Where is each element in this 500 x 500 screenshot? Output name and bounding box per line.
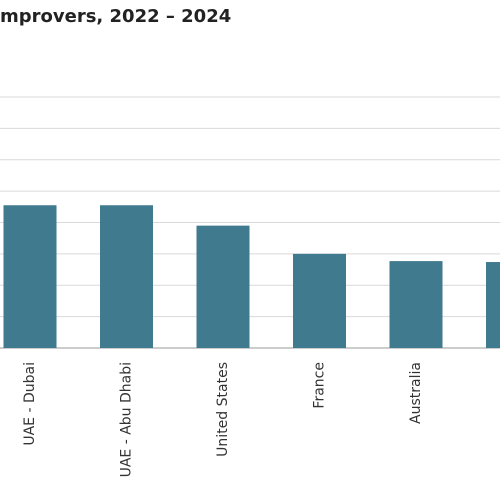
x-tick-label: United States <box>215 362 231 457</box>
x-tick-label: UAE - Dubai <box>22 362 38 446</box>
x-tick-label: France <box>312 362 328 409</box>
bar <box>389 261 443 348</box>
bar <box>100 205 153 348</box>
bar <box>196 225 250 348</box>
bar <box>3 205 57 348</box>
bar <box>486 262 500 348</box>
chart-title: mprovers, 2022 – 2024 <box>0 6 231 27</box>
bar <box>293 253 346 348</box>
x-tick-label: UAE - Abu Dhabi <box>119 362 135 477</box>
x-tick-label: Australia <box>408 362 424 424</box>
